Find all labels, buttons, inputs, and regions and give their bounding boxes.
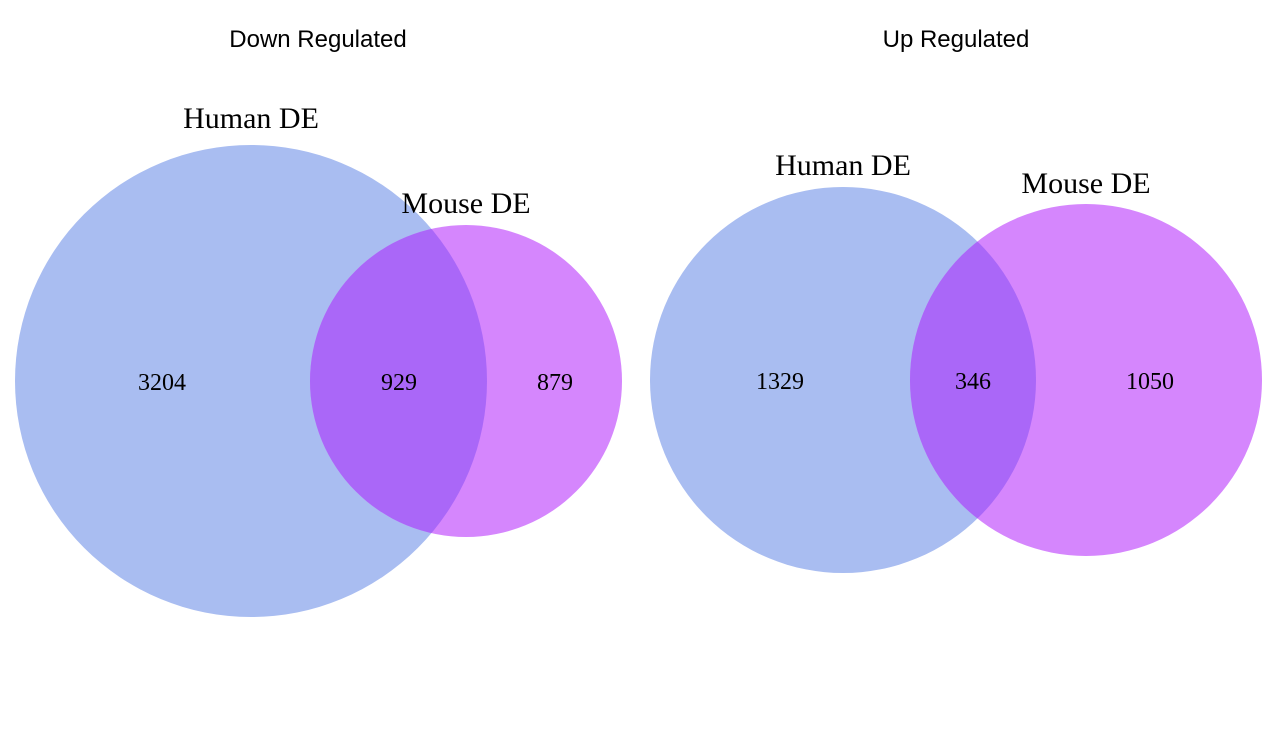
- mouse-de-label-up: Mouse DE: [1021, 167, 1150, 200]
- count-overlap-up: 346: [955, 369, 991, 395]
- human-de-label-down: Human DE: [183, 102, 319, 135]
- count-human-only-down: 3204: [138, 370, 186, 396]
- panel-title-down: Down Regulated: [229, 26, 406, 53]
- count-overlap-down: 929: [381, 370, 417, 396]
- mouse-de-label-down: Mouse DE: [401, 187, 530, 220]
- count-mouse-only-down: 879: [537, 370, 573, 396]
- venn-panel-down-regulated: Down Regulated Human DE Mouse DE 3204 92…: [15, 26, 622, 617]
- venn-panel-up-regulated: Up Regulated Human DE Mouse DE 1329 346 …: [650, 26, 1262, 573]
- overlap-region-up: [910, 204, 1036, 556]
- count-mouse-only-up: 1050: [1126, 369, 1174, 395]
- count-human-only-up: 1329: [756, 369, 804, 395]
- panel-title-up: Up Regulated: [883, 26, 1030, 53]
- human-de-label-up: Human DE: [775, 149, 911, 182]
- overlap-region-down: [310, 225, 487, 537]
